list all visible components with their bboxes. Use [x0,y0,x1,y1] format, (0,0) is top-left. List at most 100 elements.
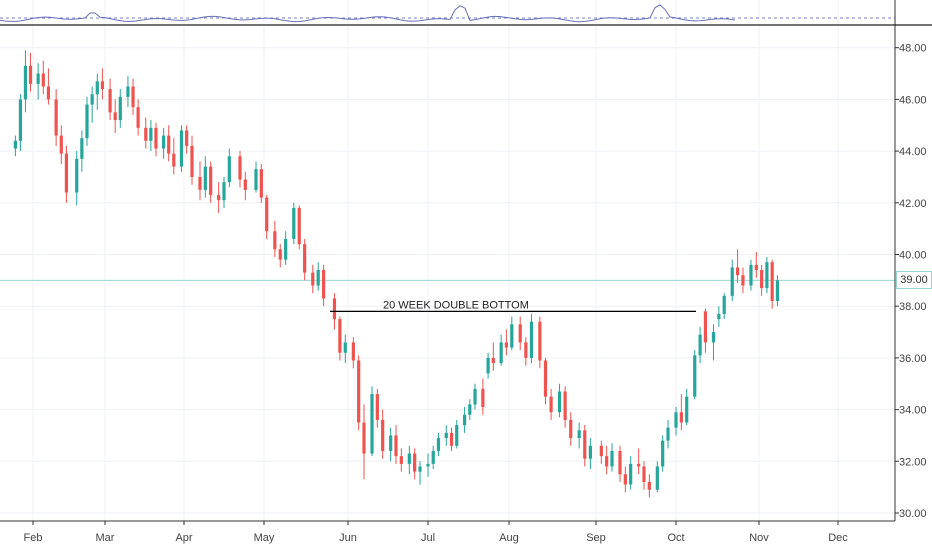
candle[interactable] [666,419,670,449]
candle[interactable] [13,135,17,157]
candle[interactable] [679,394,683,431]
candle[interactable] [238,151,242,188]
candle[interactable] [599,440,603,464]
candle[interactable] [389,427,393,462]
candle[interactable] [80,130,84,172]
candle[interactable] [557,383,562,418]
candle[interactable] [259,164,263,203]
candle[interactable] [524,337,528,366]
candle[interactable] [510,316,514,351]
candles-group[interactable] [13,50,780,498]
candle[interactable] [583,425,587,467]
candle[interactable] [113,99,117,134]
candle[interactable] [499,334,503,366]
candle[interactable] [426,453,430,477]
candle[interactable] [647,474,651,498]
candle[interactable] [605,445,609,475]
candle[interactable] [618,445,622,482]
candle[interactable] [375,388,379,428]
candle[interactable] [765,257,769,294]
candle[interactable] [95,73,99,110]
candle[interactable] [343,334,347,364]
candle[interactable] [316,262,320,291]
candle[interactable] [108,78,112,121]
candle[interactable] [23,50,28,113]
candle[interactable] [563,386,567,428]
candle[interactable] [75,151,79,206]
candle[interactable] [278,244,282,268]
candle[interactable] [569,412,573,446]
candle[interactable] [303,238,307,281]
candle[interactable] [131,78,135,115]
candle[interactable] [577,422,581,449]
candle[interactable] [59,125,63,165]
candle[interactable] [473,383,477,410]
candle[interactable] [481,378,485,415]
candle[interactable] [338,316,342,361]
candle[interactable] [543,357,548,405]
candle[interactable] [292,202,296,245]
candle[interactable] [661,435,665,472]
candle[interactable] [227,148,231,188]
candle[interactable] [655,461,659,493]
candle[interactable] [394,425,398,464]
candle[interactable] [685,388,689,426]
candle[interactable] [172,138,176,175]
candle[interactable] [491,342,495,371]
candle[interactable] [760,264,764,296]
candle[interactable] [222,176,226,208]
candle[interactable] [674,407,678,436]
candle[interactable] [18,94,23,152]
candle[interactable] [190,135,194,185]
candle[interactable] [36,63,40,100]
candle[interactable] [64,145,69,203]
candle[interactable] [722,293,726,320]
candle[interactable] [54,89,58,146]
candle[interactable] [413,448,417,480]
candle[interactable] [254,161,258,193]
candle[interactable] [717,306,721,327]
candle[interactable] [357,355,361,431]
candle[interactable] [588,438,592,470]
candle[interactable] [711,324,716,361]
candle[interactable] [468,399,472,420]
candle[interactable] [399,448,403,472]
candle[interactable] [85,96,89,146]
candle[interactable] [693,350,697,400]
candle[interactable] [610,443,614,472]
candle[interactable] [698,326,702,364]
candle[interactable] [538,316,542,369]
candle[interactable] [407,445,411,475]
candle[interactable] [529,313,534,364]
candle[interactable] [284,231,288,265]
candle[interactable] [41,60,45,95]
candle[interactable] [179,125,184,172]
candle[interactable] [90,86,94,123]
candle[interactable] [370,386,374,457]
annotation-group[interactable]: 20 WEEK DOUBLE BOTTOM [330,299,696,313]
candle[interactable] [273,220,277,258]
candle[interactable] [209,161,213,203]
candle[interactable] [162,127,166,159]
candle[interactable] [203,156,207,198]
candle[interactable] [462,407,467,433]
candle[interactable] [126,76,130,108]
candle[interactable] [444,425,448,446]
candle[interactable] [118,89,122,128]
candle[interactable] [741,267,745,294]
candle[interactable] [311,264,315,294]
candle[interactable] [549,388,553,420]
candle[interactable] [154,122,158,157]
candle[interactable] [265,195,269,239]
candle[interactable] [637,448,641,475]
candle[interactable] [449,427,454,451]
candle[interactable] [46,68,51,105]
candle[interactable] [144,117,148,149]
candle[interactable] [198,161,202,201]
candle[interactable] [730,259,734,302]
candle[interactable] [775,275,780,307]
candle[interactable] [770,259,774,309]
candle[interactable] [623,466,627,493]
